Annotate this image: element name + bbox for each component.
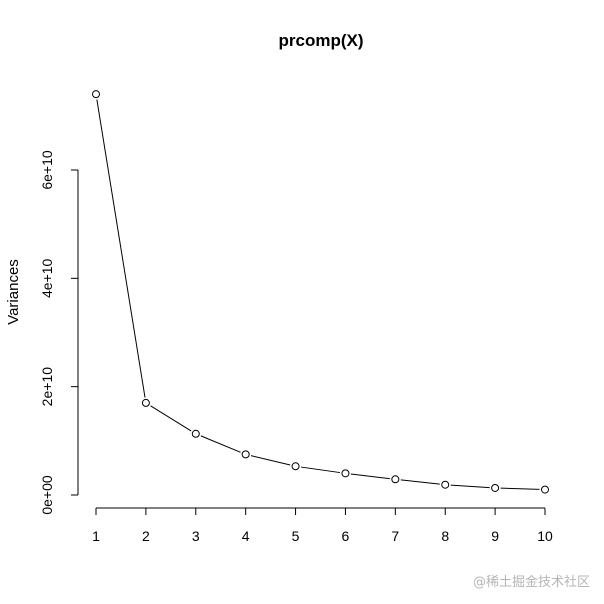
x-tick-label: 10 [537, 528, 553, 544]
data-point [541, 485, 549, 494]
series-line-segment [200, 435, 241, 453]
y-tick-label: 4e+10 [39, 258, 55, 298]
data-point [141, 398, 150, 407]
x-axis: 1 2 3 4 5 6 7 8 9 10 [92, 507, 553, 544]
series-line-segment [300, 466, 341, 474]
data-point [341, 469, 350, 478]
y-axis: 0e+00 2e+10 4e+10 6e+10 [39, 150, 79, 515]
series-line-segment [250, 455, 291, 466]
series-line-segment [450, 484, 490, 489]
x-tick-label: 4 [242, 528, 250, 544]
y-tick-label: 6e+10 [39, 150, 55, 190]
chart-title: prcomp(X) [279, 31, 364, 50]
data-point [491, 483, 500, 492]
x-tick-label: 2 [142, 528, 150, 544]
x-tick-label: 8 [441, 528, 449, 544]
variance-series [92, 90, 549, 494]
watermark-text: @稀土掘金技术社区 [472, 575, 590, 590]
data-point [241, 450, 250, 459]
x-tick-label: 6 [342, 528, 350, 544]
x-tick-label: 5 [292, 528, 300, 544]
data-point [291, 462, 300, 471]
x-tick-label: 3 [192, 528, 200, 544]
x-tick-label: 1 [92, 528, 100, 544]
x-tick-label: 7 [391, 528, 399, 544]
series-line-segment [500, 487, 540, 490]
y-axis-label: Variances [5, 259, 22, 325]
series-line-segment [96, 99, 146, 398]
series-line-segment [150, 405, 192, 432]
y-tick-label: 2e+10 [39, 367, 55, 407]
series-line-segment [400, 479, 440, 485]
data-point [441, 480, 450, 489]
y-tick-label: 0e+00 [39, 475, 55, 515]
series-line-segment [350, 473, 390, 480]
data-point [391, 475, 400, 484]
x-tick-label: 9 [491, 528, 499, 544]
data-point [191, 429, 200, 438]
data-point [92, 90, 100, 99]
